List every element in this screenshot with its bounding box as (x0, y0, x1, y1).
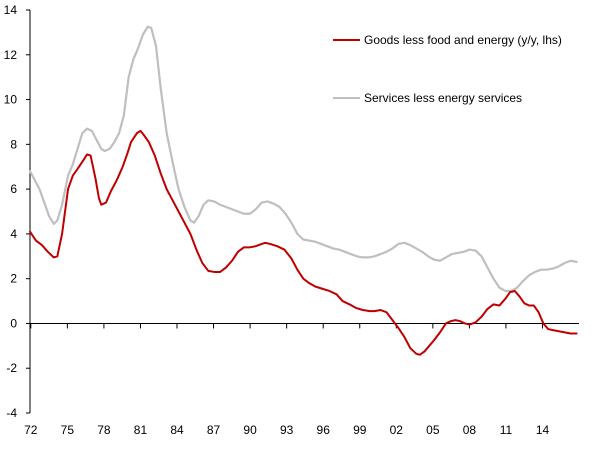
x-tick-label: 99 (353, 423, 367, 437)
x-tick-label: 93 (280, 423, 294, 437)
y-axis: -4 -2 0 2 4 6 8 10 12 14 (4, 3, 31, 420)
y-tick-label: 12 (4, 48, 18, 62)
legend: Goods less food and energy (y/y, lhs) Ser… (333, 33, 562, 105)
y-tick-label: 4 (10, 227, 17, 241)
x-tick-label: 84 (170, 423, 184, 437)
legend-label-goods: Goods less food and energy (y/y, lhs) (364, 33, 562, 47)
x-tick-label: 72 (24, 423, 38, 437)
x-tick-label: 11 (500, 423, 513, 437)
y-tick-label: -4 (6, 406, 17, 420)
x-tick-label: 81 (134, 423, 148, 437)
x-tick-label: 05 (426, 423, 440, 437)
series-line-goods (29, 129, 578, 356)
y-tick-label: 2 (10, 272, 17, 286)
series-layer (28, 25, 578, 356)
y-tick-label: 0 (10, 316, 17, 330)
y-tick-label: 14 (4, 3, 18, 17)
x-tick-label: 02 (390, 423, 404, 437)
x-tick-label: 14 (536, 423, 550, 437)
series-line-services (28, 25, 578, 293)
y-tick-label: -2 (6, 361, 17, 375)
y-tick-label: 8 (10, 137, 17, 151)
x-axis: 72 75 78 81 84 87 90 93 96 99 02 05 08 11 14 (24, 322, 579, 437)
x-tick-label: 78 (97, 423, 111, 437)
y-tick-label: 6 (10, 182, 17, 196)
x-tick-label: 87 (207, 423, 221, 437)
x-tick-label: 96 (317, 423, 331, 437)
legend-label-services: Services less energy services (364, 91, 522, 105)
x-tick-label: 75 (61, 423, 75, 437)
x-tick-label: 90 (243, 423, 257, 437)
y-tick-label: 10 (4, 93, 18, 107)
x-tick-label: 08 (463, 423, 477, 437)
